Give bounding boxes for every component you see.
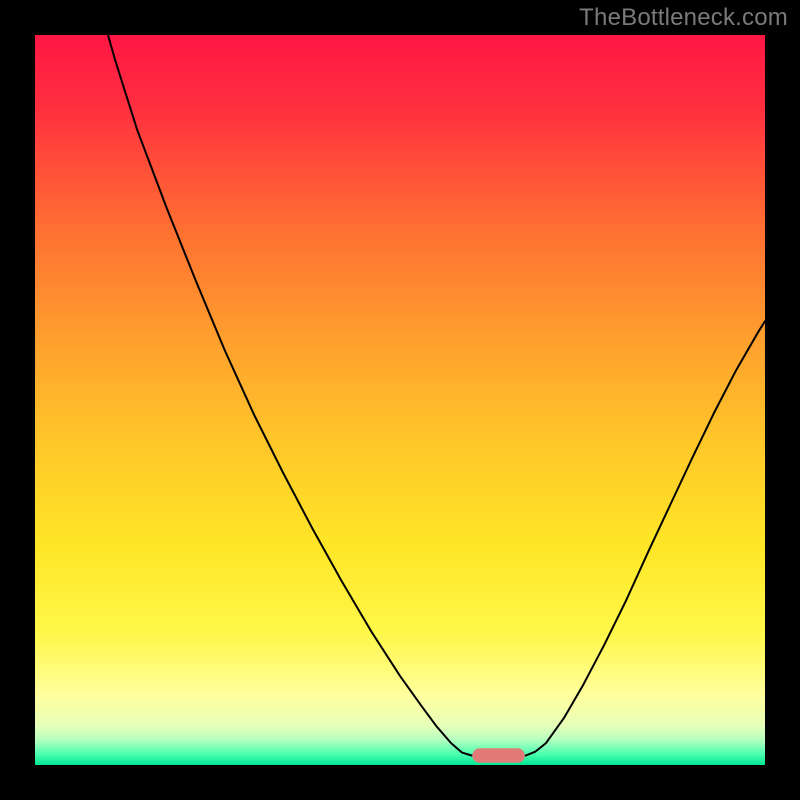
optimal-marker [472, 748, 525, 763]
watermark-text: TheBottleneck.com [579, 4, 788, 32]
chart-svg [0, 0, 800, 800]
plot-gradient [35, 35, 765, 765]
chart-stage: TheBottleneck.com [0, 0, 800, 800]
